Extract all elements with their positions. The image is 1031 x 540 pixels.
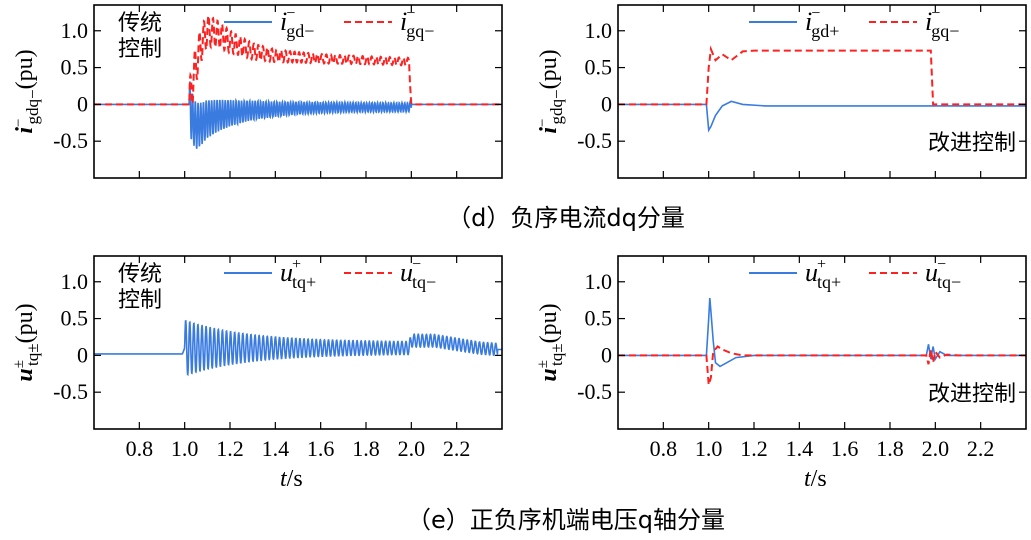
y-axis-label: i−gdq−(pu) [535, 49, 566, 133]
svg-text:i−gdq−(pu): i−gdq−(pu) [11, 49, 42, 133]
plot-frame [93, 4, 503, 179]
y-tick-label: 0 [601, 342, 612, 367]
series-line-d_right-0 [618, 100, 1026, 133]
y-tick-label: 0.5 [585, 306, 613, 331]
y-tick-label: 0.5 [585, 55, 613, 80]
annotation-text: 改进控制 [928, 131, 1016, 156]
series-line-e_right-1 [618, 345, 1026, 386]
y-tick-label: 0 [77, 91, 88, 116]
y-tick-label: 0 [77, 342, 88, 367]
annotation-text: 控制 [118, 288, 162, 313]
chart-e_right: 1.0 0.5 0 -0.5 0.8 1.0 1.2 1.4 1.6 1.8 2.0 2.2 t/s u±… [535, 255, 1027, 492]
x-tick-label: 1.4 [786, 436, 814, 461]
y-tick-label: 1.0 [61, 18, 89, 43]
x-tick-label: 1.8 [876, 436, 904, 461]
legend-entry: i− gq− [400, 5, 434, 41]
y-tick-label: 1.0 [61, 269, 89, 294]
y-tick-label: 0 [601, 91, 612, 116]
annotation-text: 传统 [118, 262, 162, 287]
y-axis-label: i−gdq−(pu) [11, 49, 42, 133]
x-tick-label: 2.2 [443, 436, 471, 461]
legend-entry: i− gd+ [805, 5, 839, 41]
caption-d: （d）负序电流dq分量 [447, 204, 685, 232]
x-tick-label: 0.8 [650, 436, 678, 461]
x-tick-label: 2.0 [398, 436, 426, 461]
svg-text:u±tq±(pu): u±tq±(pu) [535, 303, 566, 381]
x-axis-label: t/s [280, 466, 303, 492]
annotation-text: 控制 [118, 37, 162, 62]
y-tick-label: -0.5 [53, 128, 88, 153]
x-tick-label: 1.6 [831, 436, 859, 461]
y-tick-label: 0.5 [61, 306, 89, 331]
chart-d_right: 1.0 0.5 0 -0.5 i−gdq−(pu) 改进控制 i− gd+ i− gq− [535, 4, 1027, 179]
y-tick-label: 1.0 [585, 269, 613, 294]
legend-entry: u− tq− [400, 256, 436, 292]
x-tick-label: 2.0 [922, 436, 950, 461]
series-line-e_left-0 [94, 319, 502, 377]
legend-entry: u+ tq+ [280, 256, 316, 292]
series-line-d_right-1 [618, 45, 1026, 106]
series-line-d_left-1 [94, 12, 502, 106]
x-tick-label: 1.0 [171, 436, 199, 461]
y-tick-label: -0.5 [577, 379, 612, 404]
annotation-text: 改进控制 [928, 382, 1016, 407]
chart-e_left: 1.0 0.5 0 -0.5 0.8 1.0 1.2 1.4 1.6 1.8 2.0 2.2 t/s u±… [11, 255, 503, 492]
series-line-d_left-0 [94, 81, 502, 149]
x-tick-label: 1.6 [307, 436, 335, 461]
x-tick-label: 1.2 [740, 436, 768, 461]
plot-frame [93, 255, 503, 430]
y-tick-label: 0.5 [61, 55, 89, 80]
y-axis-label: u±tq±(pu) [11, 303, 42, 381]
y-tick-label: 1.0 [585, 18, 613, 43]
x-tick-label: 1.4 [262, 436, 290, 461]
plot-frame [617, 255, 1027, 430]
y-tick-label: -0.5 [577, 128, 612, 153]
legend-entry: i− gq− [925, 5, 959, 41]
x-tick-label: 0.8 [126, 436, 154, 461]
y-tick-label: -0.5 [53, 379, 88, 404]
x-axis-label: t/s [804, 466, 827, 492]
legend-entry: i− gd− [280, 5, 314, 41]
legend-entry: u− tq− [925, 256, 961, 292]
caption-e: （e）正负序机端电压q轴分量 [407, 506, 725, 534]
y-axis-label: u±tq±(pu) [535, 303, 566, 381]
svg-text:i−gdq−(pu): i−gdq−(pu) [535, 49, 566, 133]
x-tick-label: 1.8 [352, 436, 380, 461]
annotation-text: 传统 [118, 11, 162, 36]
svg-text:u±tq±(pu): u±tq±(pu) [11, 303, 42, 381]
x-tick-label: 2.2 [967, 436, 995, 461]
legend-entry: u+ tq+ [805, 256, 841, 292]
x-tick-label: 1.0 [695, 436, 723, 461]
plot-frame [617, 4, 1027, 179]
x-tick-label: 1.2 [216, 436, 244, 461]
